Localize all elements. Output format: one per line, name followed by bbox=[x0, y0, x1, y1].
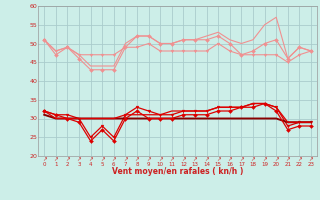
X-axis label: Vent moyen/en rafales ( kn/h ): Vent moyen/en rafales ( kn/h ) bbox=[112, 167, 243, 176]
